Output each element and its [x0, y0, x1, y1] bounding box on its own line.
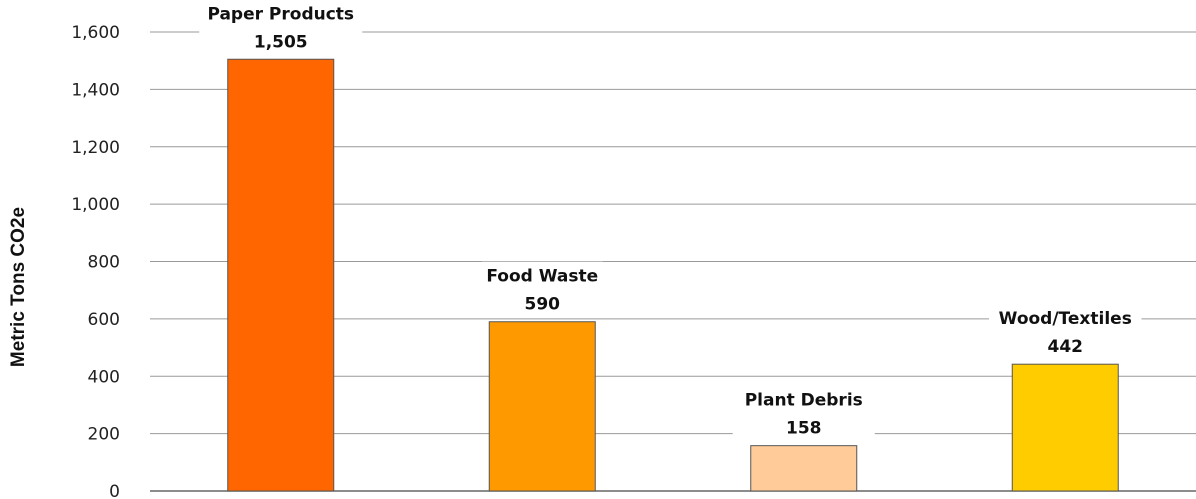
bars: [227, 58, 1119, 492]
y-tick-label: 0: [109, 482, 120, 499]
bar: [750, 445, 858, 492]
label-background: [199, 0, 363, 56]
data-labels: Paper Products 1,505 Food Waste 590 Plant De…: [199, 0, 1142, 442]
category-label: Plant Debris: [745, 391, 863, 411]
bar: [1011, 363, 1119, 492]
y-axis-title: Metric Tons CO2e: [8, 207, 29, 367]
y-tick-label: 1,400: [71, 80, 120, 100]
y-tick-label: 600: [88, 310, 120, 330]
y-tick-label: 800: [88, 253, 120, 273]
category-label: Paper Products: [207, 4, 354, 24]
bar: [227, 58, 335, 492]
y-tick-label: 1,000: [71, 195, 120, 215]
value-label: 590: [525, 295, 561, 315]
y-tick-label: 1,200: [71, 138, 120, 158]
value-label: 442: [1048, 337, 1084, 357]
y-axis-ticks: 0 200 400 600 800 1,000 1,200 1,400 1,600: [71, 23, 120, 499]
y-tick-label: 1,600: [71, 23, 120, 43]
bar: [488, 321, 596, 492]
label-background: [481, 261, 603, 318]
value-label: 1,505: [254, 32, 308, 52]
label-background: [732, 385, 875, 442]
value-label: 158: [786, 419, 822, 439]
category-label: Food Waste: [486, 267, 598, 287]
y-tick-label: 200: [88, 425, 120, 445]
y-tick-label: 400: [88, 367, 120, 387]
category-label: Wood/Textiles: [999, 309, 1132, 329]
label-background: [989, 304, 1142, 361]
